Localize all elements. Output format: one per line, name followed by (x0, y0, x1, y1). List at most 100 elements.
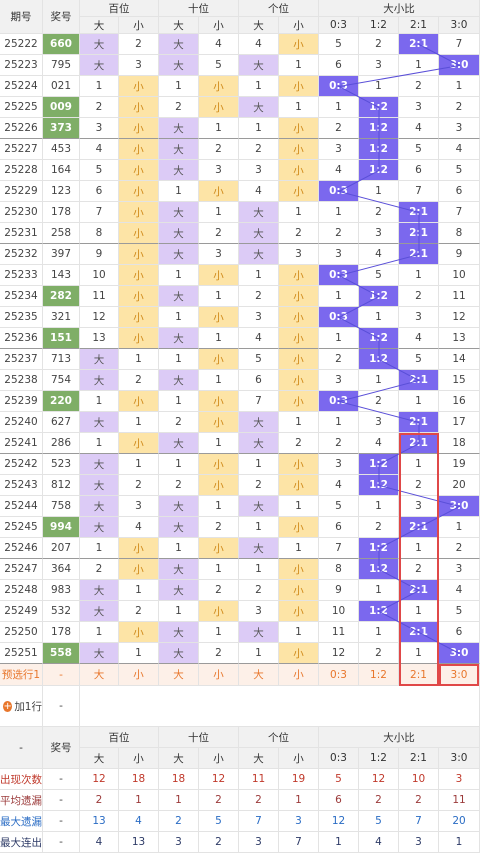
miss-count: 12 (439, 307, 480, 328)
hit-cell: 2:1 (399, 244, 439, 265)
stat-value: 10 (399, 769, 439, 790)
header-sub: 大 (80, 17, 119, 34)
hit-cell: 大 (80, 370, 119, 391)
stat-number: - (43, 790, 80, 811)
period: 25242 (0, 454, 43, 475)
hit-cell: 小 (199, 349, 239, 370)
miss-count: 2 (239, 580, 279, 601)
number: 178 (43, 622, 80, 643)
miss-count: 1 (159, 181, 199, 202)
miss-count: 1 (80, 538, 119, 559)
miss-count: 5 (439, 601, 480, 622)
number: 164 (43, 160, 80, 181)
number: 321 (43, 307, 80, 328)
miss-count: 1 (80, 433, 119, 454)
miss-count: 2 (319, 349, 359, 370)
number: 258 (43, 223, 80, 244)
miss-count: 1 (319, 412, 359, 433)
miss-count: 1 (119, 412, 159, 433)
miss-count: 12 (319, 643, 359, 664)
header-sub: 1:2 (359, 748, 399, 769)
miss-count: 10 (80, 265, 119, 286)
stat-value: 6 (319, 790, 359, 811)
number: 009 (43, 97, 80, 118)
miss-count: 2 (439, 538, 480, 559)
miss-count: 1 (399, 265, 439, 286)
stat-value: 2 (80, 790, 119, 811)
miss-count: 2 (319, 433, 359, 454)
stat-value: 4 (359, 832, 399, 853)
miss-count: 7 (439, 202, 480, 223)
hit-cell: 小 (199, 181, 239, 202)
preselect-cell: 大 (239, 664, 279, 686)
hit-cell: 小 (279, 265, 319, 286)
header-sub: 小 (119, 748, 159, 769)
stat-value: 1 (119, 790, 159, 811)
hit-cell: 1:2 (359, 139, 399, 160)
number: 532 (43, 601, 80, 622)
hit-cell: 1:2 (359, 328, 399, 349)
miss-count: 5 (359, 265, 399, 286)
stat-value: 2 (359, 790, 399, 811)
miss-count: 4 (439, 580, 480, 601)
miss-count: 2 (399, 475, 439, 496)
hit-cell: 1:2 (359, 475, 399, 496)
hit-cell: 大 (159, 55, 199, 76)
add-row[interactable]: + 加1行 (0, 686, 43, 727)
miss-count: 18 (439, 433, 480, 454)
hit-cell: 小 (279, 328, 319, 349)
miss-count: 3 (319, 139, 359, 160)
hit-cell: 大 (159, 328, 199, 349)
miss-count: 1 (359, 181, 399, 202)
header-period: 期号 (0, 0, 43, 34)
hit-cell: 大 (80, 34, 119, 55)
miss-count: 3 (399, 496, 439, 517)
header-sub: 2:1 (399, 748, 439, 769)
miss-count: 1 (439, 517, 480, 538)
preselect-cell: 小 (279, 664, 319, 686)
stat-value: 5 (359, 811, 399, 832)
hit-cell: 1:2 (359, 559, 399, 580)
hit-cell: 小 (119, 265, 159, 286)
hit-cell: 小 (119, 181, 159, 202)
hit-cell: 大 (159, 244, 199, 265)
miss-count: 1 (319, 202, 359, 223)
header-group: 个位 (239, 727, 319, 748)
miss-count: 1 (239, 76, 279, 97)
miss-count: 4 (359, 244, 399, 265)
miss-count: 9 (319, 580, 359, 601)
hit-cell: 2:1 (399, 433, 439, 454)
hit-cell: 小 (199, 454, 239, 475)
hit-cell: 1:2 (359, 349, 399, 370)
hit-cell: 大 (239, 433, 279, 454)
miss-count: 1 (159, 601, 199, 622)
hit-cell: 小 (119, 118, 159, 139)
number: 178 (43, 202, 80, 223)
stat-value: 13 (119, 832, 159, 853)
header-sub: 大 (159, 17, 199, 34)
stat-value: 18 (159, 769, 199, 790)
stat-value: 19 (279, 769, 319, 790)
stat-value: 11 (239, 769, 279, 790)
hit-cell: 大 (239, 202, 279, 223)
miss-count: 10 (319, 601, 359, 622)
period: 25223 (0, 55, 43, 76)
header-period: - (0, 727, 43, 769)
miss-count: 12 (80, 307, 119, 328)
miss-count: 1 (199, 559, 239, 580)
miss-count: 2 (80, 559, 119, 580)
miss-count: 3 (359, 223, 399, 244)
miss-count: 17 (439, 412, 480, 433)
stat-value: 4 (119, 811, 159, 832)
miss-count: 2 (199, 223, 239, 244)
stat-value: 4 (80, 832, 119, 853)
miss-count: 14 (439, 349, 480, 370)
miss-count: 2 (119, 370, 159, 391)
hit-cell: 小 (119, 223, 159, 244)
miss-count: 1 (319, 286, 359, 307)
hit-cell: 小 (119, 202, 159, 223)
hit-cell: 大 (159, 559, 199, 580)
hit-cell: 大 (159, 160, 199, 181)
miss-count: 1 (359, 622, 399, 643)
